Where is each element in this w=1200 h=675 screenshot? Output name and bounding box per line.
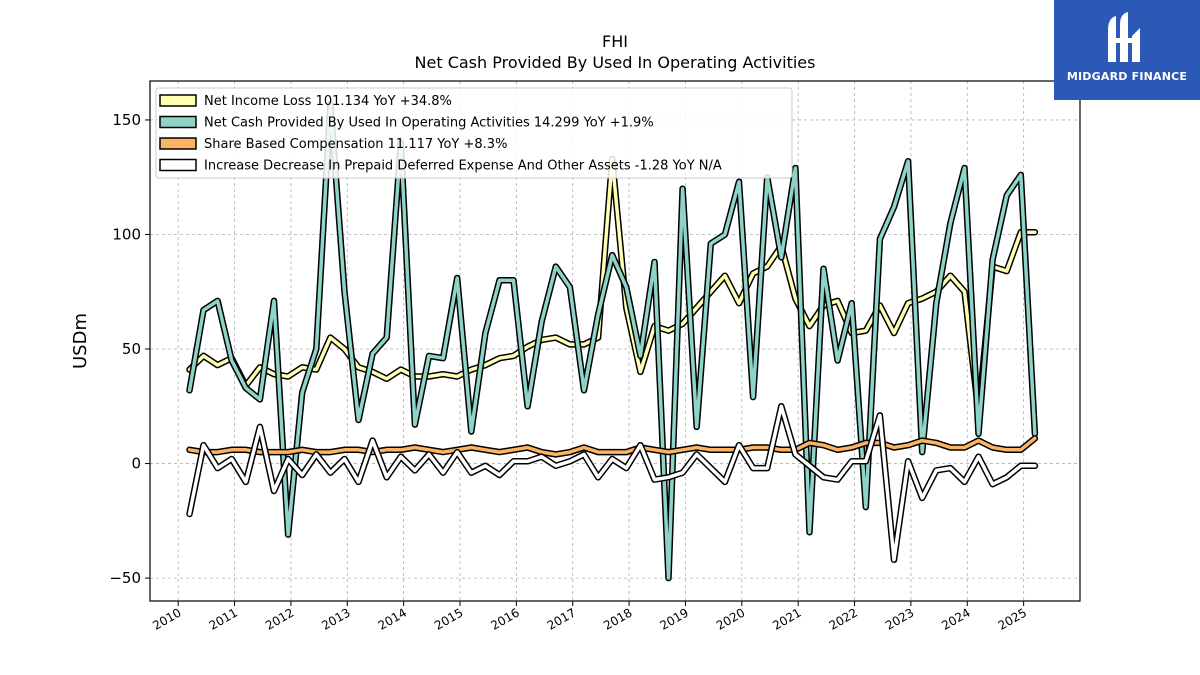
legend-swatch bbox=[159, 94, 197, 107]
chart-title: FHI bbox=[602, 32, 628, 51]
plot-frame bbox=[149, 80, 1081, 602]
y-tick-label: 150 bbox=[112, 111, 141, 129]
y-tick-label: −50 bbox=[109, 569, 141, 587]
legend-swatch bbox=[159, 158, 197, 172]
logo-mark-icon bbox=[1108, 12, 1140, 62]
x-tick-label: 2020 bbox=[714, 605, 747, 632]
x-axis-ticks: 2010 2011 2012 2013 2014 2015 2016 2017 2018 2019… bbox=[150, 601, 1029, 633]
legend-label: Share Based Compensation 11.117 YoY +8.3… bbox=[204, 137, 507, 152]
x-tick-label: 2010 bbox=[150, 605, 183, 632]
legend-entry: Net Income Loss 101.134 YoY +34.8% bbox=[159, 94, 452, 109]
series-line bbox=[187, 404, 1037, 562]
legend-label: Net Income Loss 101.134 YoY +34.8% bbox=[204, 94, 452, 109]
x-tick-label: 2023 bbox=[883, 605, 916, 632]
legend-entry: Net Cash Provided By Used In Operating A… bbox=[159, 115, 654, 131]
legend-entry: Share Based Compensation 11.117 YoY +8.3… bbox=[159, 137, 507, 152]
legend-label: Net Cash Provided By Used In Operating A… bbox=[204, 116, 654, 131]
x-tick-label: 2012 bbox=[263, 605, 296, 632]
x-tick-label: 2025 bbox=[996, 605, 1029, 632]
y-axis-label: USDm bbox=[70, 313, 91, 369]
series-4 bbox=[186, 403, 1039, 564]
x-tick-label: 2011 bbox=[207, 605, 240, 632]
y-axis-ticks: −50 0 50 100 150 bbox=[109, 111, 150, 587]
legend-box bbox=[155, 87, 793, 179]
series-3 bbox=[186, 435, 1039, 458]
x-tick-label: 2022 bbox=[827, 605, 860, 632]
y-tick-label: 0 bbox=[131, 455, 141, 473]
chart-subtitle: Net Cash Provided By Used In Operating A… bbox=[415, 53, 816, 72]
legend-swatch bbox=[159, 137, 197, 150]
x-tick-label: 2015 bbox=[432, 605, 465, 632]
logo-text: MIDGARD FINANCE bbox=[1066, 70, 1188, 83]
x-tick-label: 2017 bbox=[545, 605, 578, 632]
legend: Net Income Loss 101.134 YoY +34.8% Net Ca… bbox=[155, 87, 793, 179]
x-tick-label: 2019 bbox=[658, 605, 691, 632]
legend-entry: Increase Decrease In Prepaid Deferred Ex… bbox=[159, 158, 722, 174]
y-tick-label: 100 bbox=[112, 225, 141, 243]
brand-logo: MIDGARD FINANCE bbox=[1054, 0, 1200, 100]
x-tick-label: 2013 bbox=[319, 605, 352, 632]
x-tick-label: 2014 bbox=[376, 605, 409, 632]
series-line-outline bbox=[186, 403, 1039, 564]
x-tick-label: 2016 bbox=[488, 605, 521, 632]
x-tick-label: 2021 bbox=[770, 605, 803, 632]
y-tick-label: 50 bbox=[122, 340, 141, 358]
legend-swatch bbox=[159, 115, 197, 129]
legend-label: Increase Decrease In Prepaid Deferred Ex… bbox=[204, 159, 722, 174]
x-tick-label: 2018 bbox=[601, 605, 634, 632]
series-line bbox=[187, 436, 1037, 457]
x-tick-label: 2024 bbox=[939, 605, 972, 632]
